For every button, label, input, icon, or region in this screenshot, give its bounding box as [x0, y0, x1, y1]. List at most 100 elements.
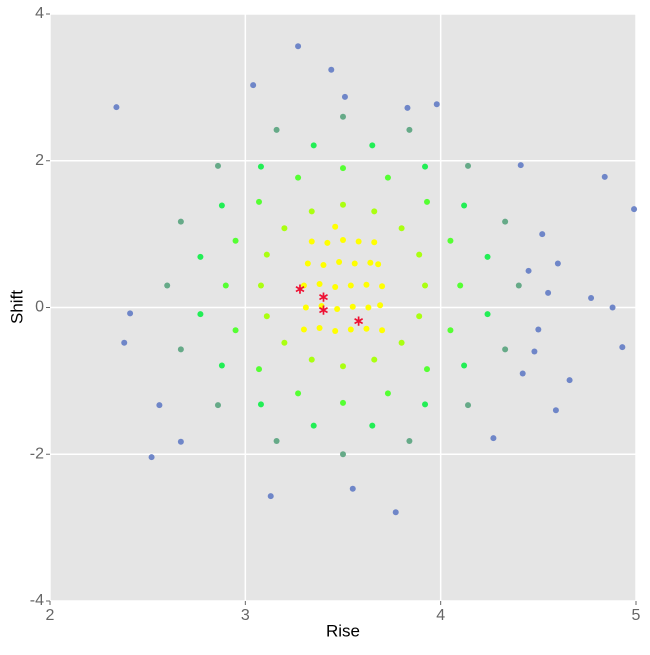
point [318, 303, 325, 310]
point [461, 202, 468, 209]
point [232, 237, 239, 244]
point [316, 281, 323, 288]
point [552, 407, 559, 414]
point [340, 201, 346, 208]
point [422, 163, 429, 170]
point [214, 402, 221, 409]
point [148, 454, 155, 461]
point [316, 325, 323, 332]
point [308, 238, 315, 245]
point [519, 370, 526, 377]
point [369, 422, 376, 429]
point [300, 282, 307, 289]
point [422, 401, 429, 408]
point [535, 326, 542, 333]
point [347, 282, 354, 289]
x-tick-label: 4 [436, 607, 445, 624]
point [310, 142, 317, 149]
point [340, 113, 346, 120]
point [218, 362, 225, 369]
point [177, 346, 184, 353]
point [232, 327, 239, 334]
point [295, 390, 302, 397]
point [304, 260, 311, 267]
point [406, 438, 413, 445]
point [433, 101, 440, 108]
point [267, 493, 274, 500]
points: ∗∗∗∗ [113, 43, 638, 516]
point [465, 162, 472, 169]
point [222, 282, 229, 289]
y-axis-label: Shift [7, 290, 26, 324]
point [398, 225, 405, 232]
point [340, 236, 346, 243]
point [295, 174, 302, 181]
star-point: ∗ [318, 288, 330, 304]
point [295, 43, 302, 50]
point [308, 208, 315, 215]
point [375, 261, 382, 268]
point [392, 509, 399, 516]
point [310, 422, 317, 429]
y-tick-label: 2 [35, 152, 44, 169]
point [515, 282, 522, 289]
point [250, 82, 257, 89]
point [398, 339, 405, 346]
point [484, 311, 491, 318]
point [351, 260, 358, 267]
point [367, 259, 374, 266]
point [328, 66, 335, 73]
point [490, 435, 497, 442]
point [300, 326, 307, 333]
point [404, 104, 411, 111]
y-tick-label: -2 [30, 445, 44, 462]
point [384, 174, 391, 181]
point [340, 399, 346, 406]
point [349, 485, 356, 492]
point [308, 356, 315, 363]
star-point: ∗ [353, 313, 365, 329]
star-point: ∗ [294, 280, 306, 296]
point [349, 303, 356, 310]
point [609, 304, 616, 311]
point [554, 260, 561, 267]
point [525, 267, 532, 274]
point [336, 259, 343, 266]
y-tick-label: 0 [35, 299, 44, 316]
point [588, 294, 595, 301]
point [601, 173, 608, 180]
point [422, 282, 429, 289]
point [340, 451, 346, 458]
x-tick-label: 2 [46, 607, 55, 624]
x-tick-label: 3 [241, 607, 250, 624]
point [121, 339, 128, 346]
point [334, 305, 341, 312]
point [324, 239, 331, 246]
point [416, 251, 423, 258]
point [416, 313, 423, 320]
point [263, 313, 270, 320]
point [384, 390, 391, 397]
point [218, 202, 225, 209]
point [457, 282, 464, 289]
point [164, 282, 171, 289]
point [340, 165, 346, 172]
point [369, 142, 376, 149]
point [273, 126, 280, 133]
point [256, 366, 263, 373]
point [379, 327, 386, 334]
point [631, 206, 638, 213]
point [363, 281, 370, 288]
point [465, 402, 472, 409]
y-tick-label: -4 [30, 592, 44, 609]
point [302, 304, 309, 311]
point [502, 346, 509, 353]
point [257, 163, 264, 170]
point [341, 93, 348, 100]
point [517, 162, 524, 169]
point [539, 231, 546, 238]
point [423, 198, 430, 205]
point [177, 218, 184, 225]
point [423, 366, 430, 373]
